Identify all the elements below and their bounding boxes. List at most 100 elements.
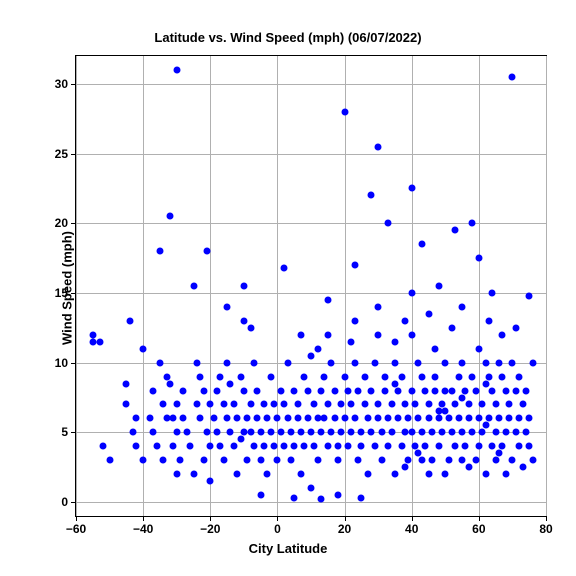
data-point: [193, 401, 200, 408]
x-tick-mark: [277, 516, 278, 521]
data-point: [200, 457, 207, 464]
data-point: [123, 380, 130, 387]
data-point: [365, 471, 372, 478]
data-point: [234, 471, 241, 478]
data-point: [180, 415, 187, 422]
data-point: [190, 283, 197, 290]
data-point: [351, 262, 358, 269]
data-point: [274, 457, 281, 464]
data-point: [385, 415, 392, 422]
data-point: [156, 359, 163, 366]
data-point: [496, 415, 503, 422]
data-point: [348, 338, 355, 345]
data-point: [160, 401, 167, 408]
data-point: [445, 457, 452, 464]
data-point: [230, 443, 237, 450]
y-tick-mark: [71, 293, 76, 294]
data-point: [237, 436, 244, 443]
data-point: [496, 359, 503, 366]
data-point: [318, 387, 325, 394]
data-point: [167, 380, 174, 387]
data-point: [271, 443, 278, 450]
data-point: [89, 331, 96, 338]
data-point: [173, 429, 180, 436]
data-point: [371, 443, 378, 450]
data-point: [348, 429, 355, 436]
data-point: [167, 213, 174, 220]
data-point: [267, 429, 274, 436]
data-point: [391, 471, 398, 478]
data-point: [355, 457, 362, 464]
data-point: [502, 471, 509, 478]
data-point: [301, 443, 308, 450]
data-point: [526, 415, 533, 422]
gridline-vertical: [143, 56, 144, 516]
data-point: [180, 387, 187, 394]
data-point: [418, 373, 425, 380]
data-point: [365, 415, 372, 422]
data-point: [99, 443, 106, 450]
data-point: [449, 387, 456, 394]
x-tick-label: 80: [539, 522, 552, 536]
y-tick-mark: [71, 363, 76, 364]
y-tick-label: 20: [55, 216, 68, 230]
data-point: [502, 429, 509, 436]
data-point: [240, 317, 247, 324]
data-point: [485, 317, 492, 324]
gridline-horizontal: [76, 84, 546, 85]
data-point: [334, 457, 341, 464]
data-point: [277, 387, 284, 394]
data-point: [485, 373, 492, 380]
data-point: [415, 415, 422, 422]
gridline-vertical: [76, 56, 77, 516]
data-point: [207, 443, 214, 450]
data-point: [170, 443, 177, 450]
data-point: [173, 66, 180, 73]
data-point: [509, 73, 516, 80]
gridline-vertical: [546, 56, 547, 516]
data-point: [311, 443, 318, 450]
data-point: [240, 283, 247, 290]
data-point: [230, 401, 237, 408]
data-point: [408, 185, 415, 192]
data-point: [291, 387, 298, 394]
data-point: [391, 380, 398, 387]
data-point: [308, 485, 315, 492]
data-point: [459, 359, 466, 366]
y-tick-label: 30: [55, 77, 68, 91]
data-point: [509, 457, 516, 464]
chart-title: Latitude vs. Wind Speed (mph) (06/07/202…: [0, 30, 576, 45]
data-point: [526, 292, 533, 299]
data-point: [512, 387, 519, 394]
data-point: [408, 289, 415, 296]
y-tick-label: 15: [55, 286, 68, 300]
data-point: [432, 345, 439, 352]
data-point: [391, 338, 398, 345]
data-point: [482, 471, 489, 478]
data-point: [287, 457, 294, 464]
data-point: [193, 359, 200, 366]
data-point: [247, 324, 254, 331]
data-point: [425, 415, 432, 422]
data-point: [308, 352, 315, 359]
data-point: [281, 401, 288, 408]
data-point: [214, 387, 221, 394]
data-point: [482, 380, 489, 387]
data-point: [418, 457, 425, 464]
data-point: [214, 429, 221, 436]
data-point: [334, 492, 341, 499]
data-point: [133, 415, 140, 422]
data-point: [378, 429, 385, 436]
data-point: [297, 471, 304, 478]
data-point: [284, 359, 291, 366]
data-point: [217, 373, 224, 380]
data-point: [277, 429, 284, 436]
data-point: [153, 443, 160, 450]
data-point: [452, 401, 459, 408]
data-point: [355, 387, 362, 394]
data-point: [519, 401, 526, 408]
data-point: [435, 408, 442, 415]
data-point: [344, 387, 351, 394]
data-point: [344, 443, 351, 450]
data-point: [529, 359, 536, 366]
